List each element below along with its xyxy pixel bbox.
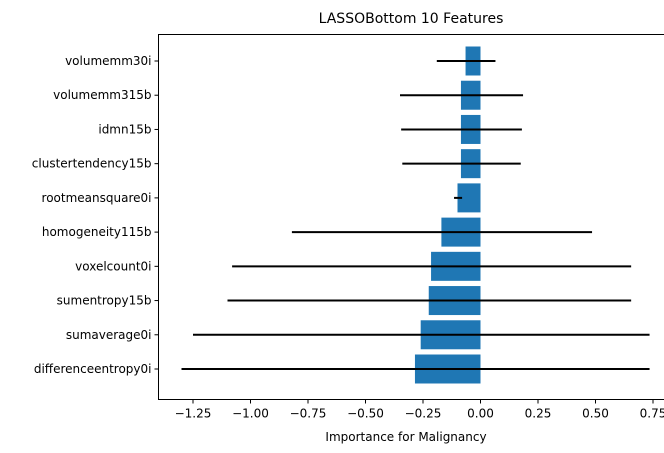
y-tick-label: rootmeansquare0i: [42, 191, 152, 205]
y-tick-label: volumemm30i: [65, 54, 151, 68]
y-tick-label: idmn15b: [98, 122, 151, 136]
chart-title: LASSOBottom 10 Features: [319, 11, 504, 27]
x-tick-label: 0.50: [582, 407, 609, 421]
y-tick-label: sumentropy15b: [57, 294, 152, 308]
y-tick-label: volumemm315b: [53, 88, 151, 102]
plot-area: volumemm30i volumemm315b idmn15b clusterten…: [32, 46, 664, 421]
y-tick-label: clustertendency15b: [32, 157, 152, 171]
x-tick-label: 0.75: [640, 407, 664, 421]
bar-rootmeansquare0i: [457, 183, 481, 213]
x-tick-label: 0.25: [525, 407, 552, 421]
x-tick-label: −1.00: [232, 407, 269, 421]
x-tick-label: −0.25: [405, 407, 442, 421]
x-tick-label: 0.00: [467, 407, 494, 421]
y-tick-label: homogeneity115b: [42, 225, 152, 239]
y-tick-label: sumaverage0i: [66, 328, 152, 342]
x-tick-label: −0.50: [347, 407, 384, 421]
x-tick-label: −0.75: [290, 407, 327, 421]
x-tick-label: −1.25: [175, 407, 212, 421]
y-tick-label: differenceentropy0i: [34, 362, 152, 376]
axes-frame: [158, 34, 664, 400]
x-axis-label: Importance for Malignancy: [325, 430, 486, 444]
y-tick-label: voxelcount0i: [75, 259, 151, 273]
